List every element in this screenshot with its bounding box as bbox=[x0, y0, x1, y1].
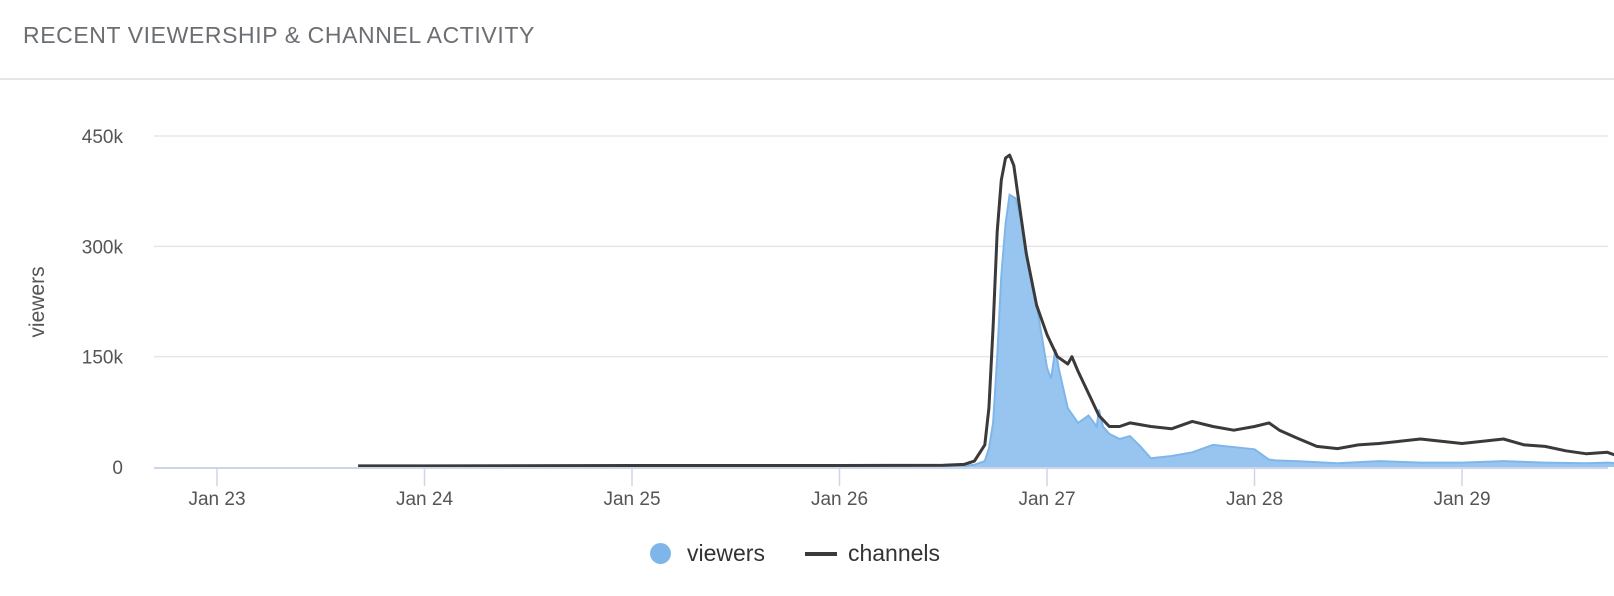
y-axis-title: viewers bbox=[26, 266, 49, 337]
legend-label-viewers: viewers bbox=[687, 540, 765, 566]
chart-title: RECENT VIEWERSHIP & CHANNEL ACTIVITY bbox=[23, 22, 535, 48]
channels-line-icon bbox=[804, 551, 837, 556]
x-tick-label: Jan 23 bbox=[188, 489, 245, 510]
x-tick-label: Jan 26 bbox=[811, 489, 868, 510]
x-tick-label: Jan 29 bbox=[1433, 489, 1490, 510]
x-tick-label: Jan 27 bbox=[1018, 489, 1075, 510]
viewers-line-edge bbox=[358, 193, 1614, 468]
y-tick-label: 300k bbox=[82, 237, 124, 258]
legend-label-channels: channels bbox=[847, 540, 941, 566]
channels-line-series[interactable] bbox=[358, 153, 1614, 468]
chart-legend: viewers channels bbox=[650, 540, 980, 567]
legend-item-viewers[interactable]: viewers bbox=[650, 540, 765, 567]
x-tick-label: Jan 25 bbox=[603, 489, 660, 510]
y-tick-label: 450k bbox=[82, 127, 124, 148]
y-gridlines bbox=[154, 135, 1608, 358]
x-axis-ticks: Jan 23 Jan 24 Jan 25 Jan 26 Jan 27 Jan 28 Jan … bbox=[188, 468, 1491, 510]
y-axis-labels: 0 150k 300k 450k bbox=[82, 127, 124, 479]
viewers-dot-icon bbox=[650, 543, 671, 564]
x-tick-label: Jan 28 bbox=[1226, 489, 1283, 510]
legend-item-channels[interactable]: channels bbox=[804, 540, 941, 567]
chart-header: RECENT VIEWERSHIP & CHANNEL ACTIVITY bbox=[0, 0, 1614, 80]
y-tick-label: 0 bbox=[112, 458, 123, 479]
x-tick-label: Jan 24 bbox=[396, 489, 453, 510]
y-tick-label: 150k bbox=[82, 348, 124, 369]
